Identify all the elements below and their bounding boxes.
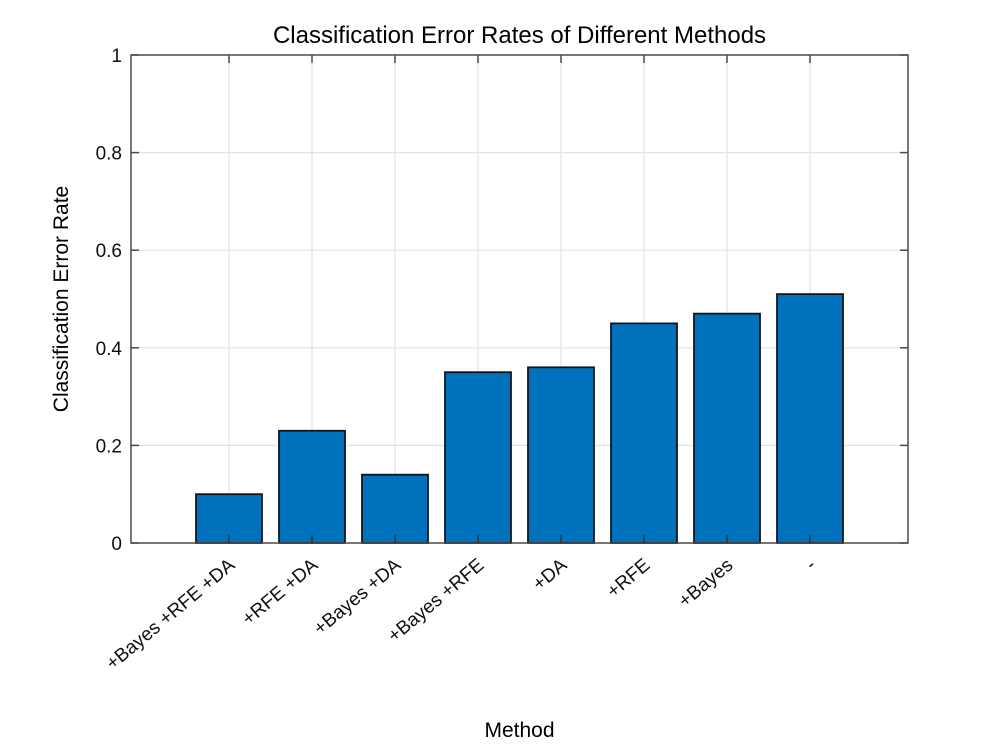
y-tick-label: 0.4 <box>96 339 123 360</box>
x-tick-label: +DA <box>529 555 571 595</box>
bar <box>527 366 595 544</box>
bar <box>361 473 429 544</box>
x-tick-label: +Bayes <box>675 555 737 612</box>
x-tick-label: - <box>802 555 820 575</box>
plot-border <box>130 54 909 544</box>
x-tick-label: +Bayes +RFE +DA <box>102 555 239 675</box>
x-tick-label: +RFE +DA <box>238 555 322 630</box>
bar <box>444 371 512 544</box>
x-axis-label: Method <box>484 719 555 742</box>
bar <box>776 293 844 544</box>
y-tick-label: 1 <box>111 46 122 67</box>
y-tick-label: 0 <box>111 534 122 555</box>
bar <box>693 312 761 544</box>
y-tick-label: 0.6 <box>96 241 122 262</box>
chart-title: Classification Error Rates of Different … <box>272 22 767 49</box>
x-tick-label: +RFE <box>603 555 654 603</box>
y-tick-label: 0.2 <box>96 436 122 457</box>
y-tick-label: 0.8 <box>96 144 122 165</box>
bar <box>195 493 263 544</box>
bar <box>610 322 678 544</box>
bar <box>278 429 346 544</box>
